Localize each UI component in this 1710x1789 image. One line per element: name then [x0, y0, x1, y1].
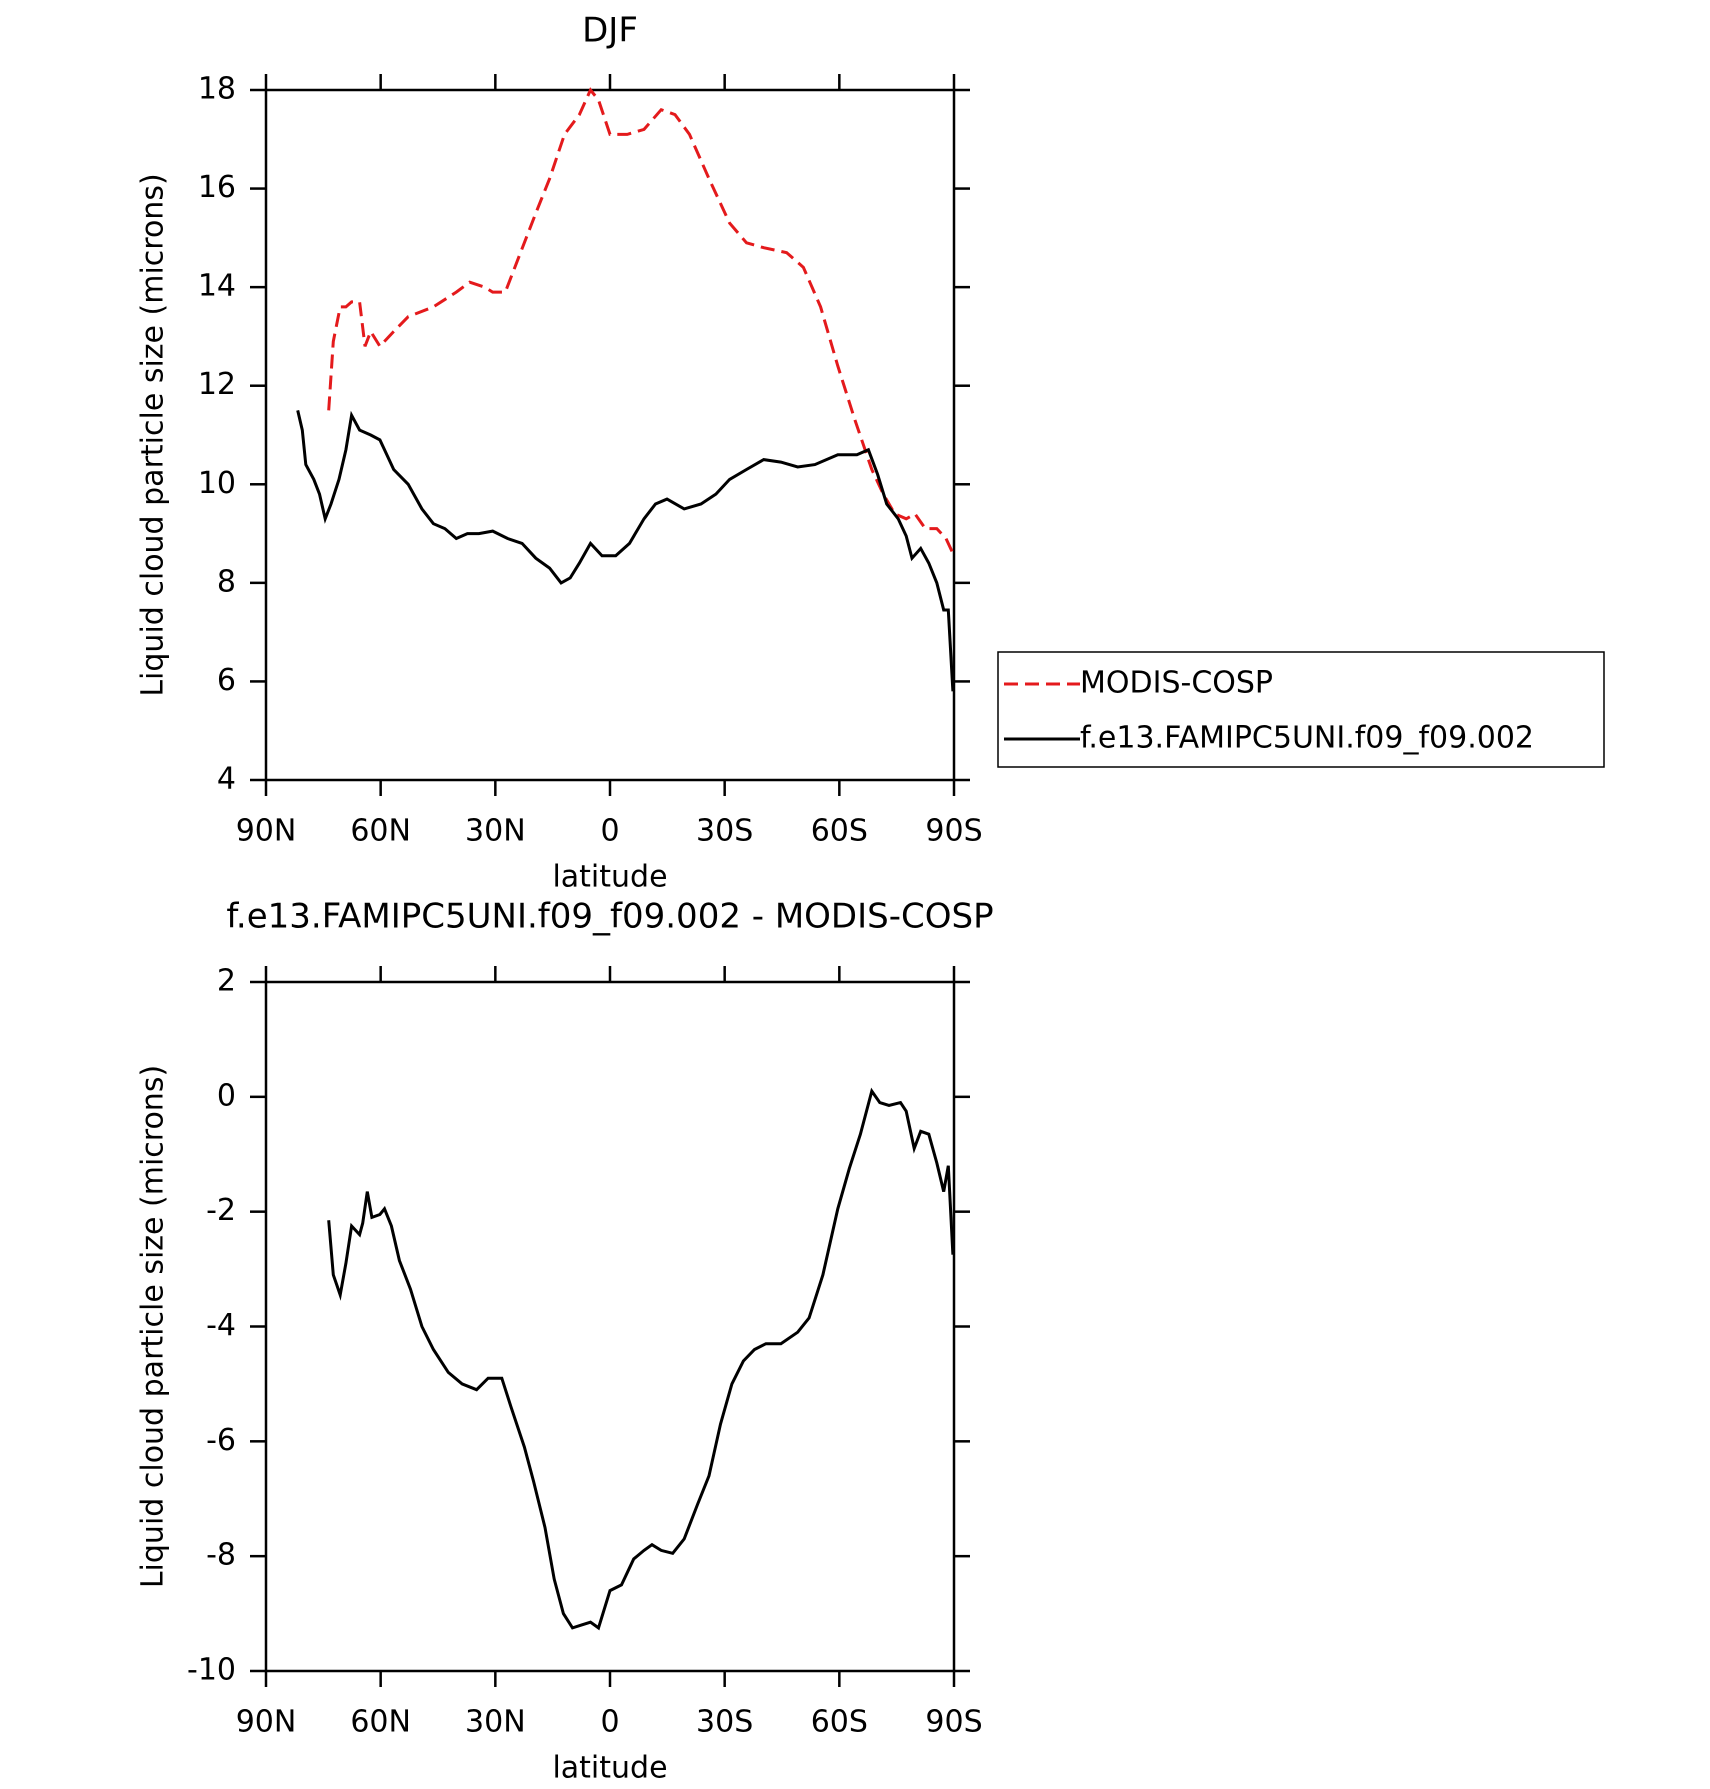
x-tick-label: 0 — [600, 1705, 619, 1740]
y-tick-label: 14 — [198, 269, 236, 304]
x-tick-label: 30S — [696, 1705, 753, 1740]
legend-label: MODIS-COSP — [1080, 666, 1273, 701]
series-line — [296, 410, 955, 692]
y-tick-label: 8 — [217, 564, 236, 599]
x-tick-label: 60N — [350, 1705, 411, 1740]
y-tick-label: -2 — [206, 1193, 236, 1228]
x-tick-label: 90N — [236, 814, 297, 849]
y-tick-label: 10 — [198, 466, 236, 501]
y-axis-label: Liquid cloud particle size (microns) — [136, 1065, 171, 1588]
x-tick-label: 60N — [350, 814, 411, 849]
y-tick-label: 18 — [198, 72, 236, 107]
x-tick-label: 90S — [925, 814, 982, 849]
x-tick-label: 30S — [696, 814, 753, 849]
y-axis-label: Liquid cloud particle size (microns) — [136, 173, 171, 696]
y-tick-label: 2 — [217, 964, 236, 999]
y-tick-label: -4 — [206, 1308, 236, 1343]
x-tick-label: 60S — [811, 814, 868, 849]
x-axis-label: latitude — [552, 1751, 667, 1786]
x-tick-label: 30N — [465, 814, 526, 849]
y-tick-label: -6 — [206, 1423, 236, 1458]
legend-box — [997, 651, 1605, 768]
y-tick-label: 6 — [217, 663, 236, 698]
y-tick-label: 12 — [198, 367, 236, 402]
y-tick-label: 16 — [198, 170, 236, 205]
y-tick-label: -10 — [187, 1653, 236, 1688]
plot-frame — [264, 980, 956, 1673]
series-line — [327, 87, 955, 554]
x-tick-label: 0 — [600, 814, 619, 849]
x-tick-label: 90S — [925, 1705, 982, 1740]
x-tick-label: 60S — [811, 1705, 868, 1740]
x-tick-label: 30N — [465, 1705, 526, 1740]
y-tick-label: 0 — [217, 1078, 236, 1113]
y-tick-label: 4 — [217, 762, 236, 797]
x-tick-label: 90N — [236, 1705, 297, 1740]
chart-title: DJF — [582, 11, 638, 51]
x-axis-label: latitude — [552, 860, 667, 895]
y-tick-label: -8 — [206, 1538, 236, 1573]
series-line — [327, 1087, 955, 1631]
chart-title: f.e13.FAMIPC5UNI.f09_f09.002 - MODIS-COS… — [226, 897, 993, 937]
legend-label: f.e13.FAMIPC5UNI.f09_f09.002 — [1080, 721, 1534, 756]
